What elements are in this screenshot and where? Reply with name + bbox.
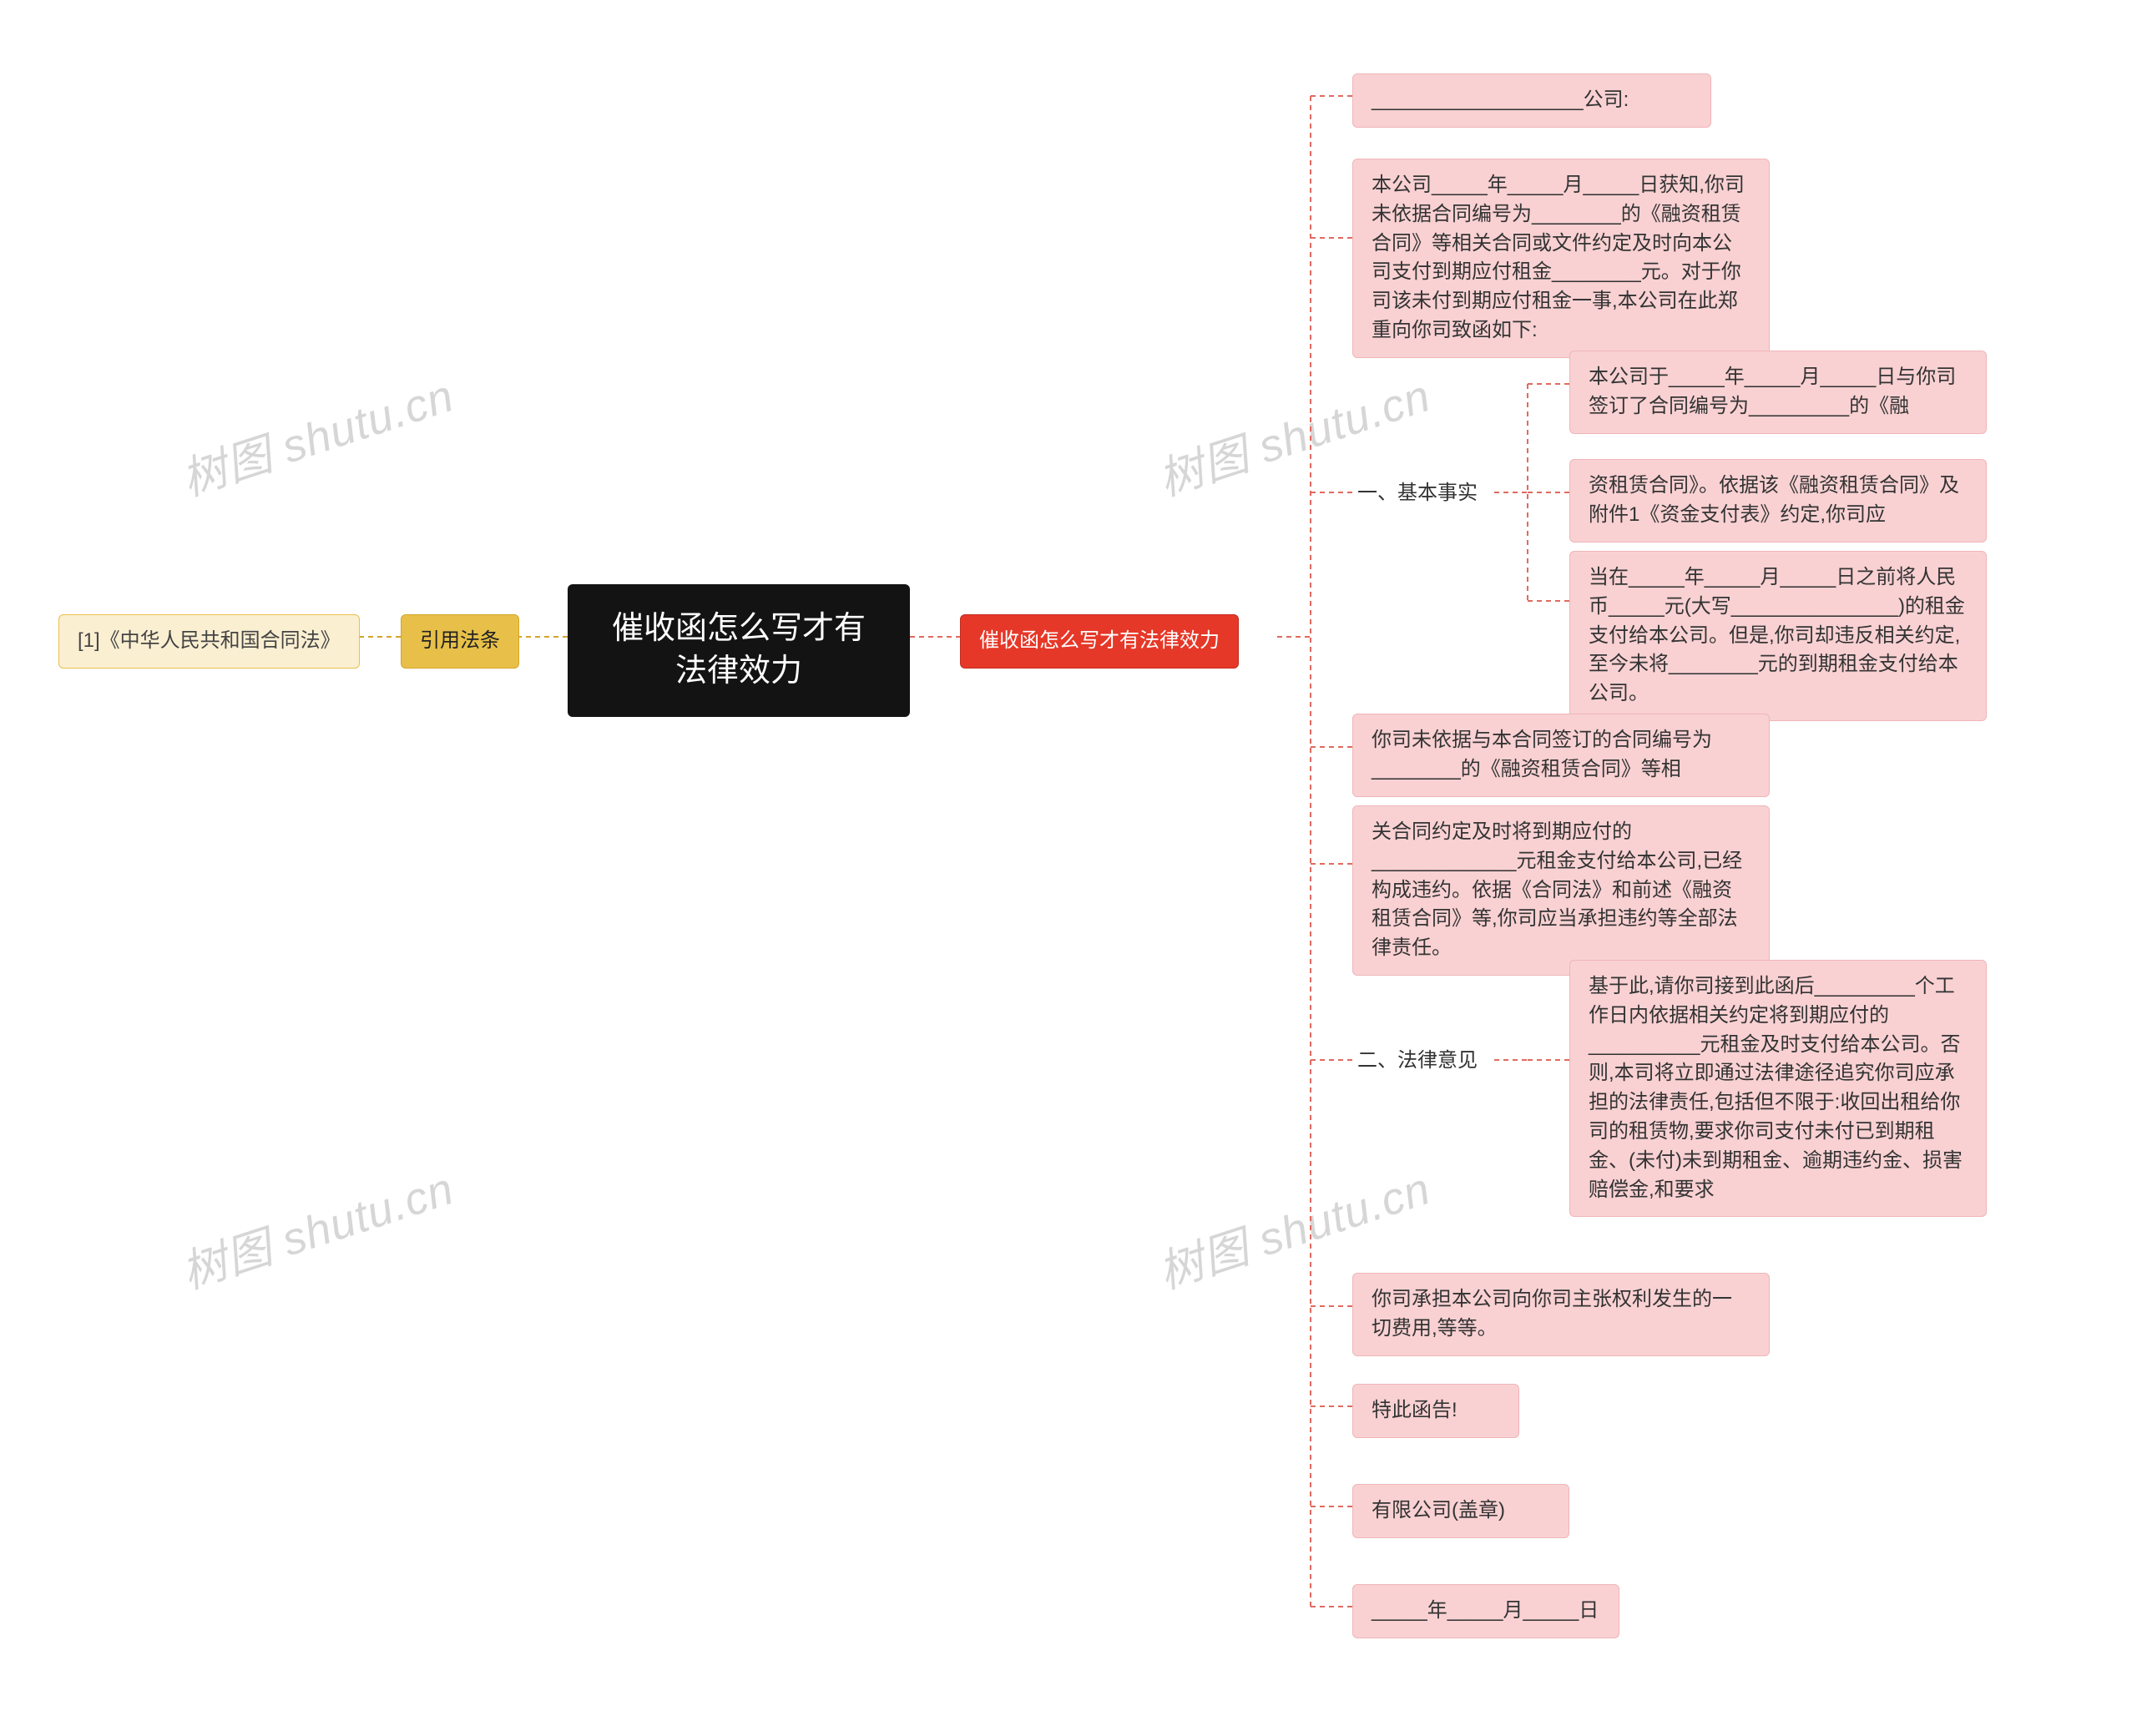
leaf-fact-3[interactable]: 当在_____年_____月_____日之前将人民币_____元(大写_____… xyxy=(1569,551,1987,721)
leaf-text: ___________________公司: xyxy=(1372,88,1629,111)
leaf-company[interactable]: ___________________公司: xyxy=(1352,73,1711,128)
leaf-fact-1[interactable]: 本公司于_____年_____月_____日与你司签订了合同编号为_______… xyxy=(1569,351,1987,434)
group-label: 二、法律意见 xyxy=(1357,1049,1478,1072)
group-basic-facts[interactable]: 一、基本事实 xyxy=(1352,476,1483,512)
connector-layer xyxy=(0,0,2137,1736)
leaf-text: 资租赁合同》。依据该《融资租赁合同》及附件1《资金支付表》约定,你司应 xyxy=(1589,474,1959,526)
watermark: 树图 shutu.cn xyxy=(172,359,461,509)
leaf-text: 本公司于_____年_____月_____日与你司签订了合同编号为_______… xyxy=(1589,366,1956,417)
leaf-claim-2[interactable]: 关合同约定及时将到期应付的_____________元租金支付给本公司,已经构成… xyxy=(1352,805,1770,976)
right-branch-node[interactable]: 催收函怎么写才有法律效力 xyxy=(960,614,1239,669)
leaf-opinion[interactable]: 基于此,请你司接到此函后_________个工作日内依据相关约定将到期应付的__… xyxy=(1569,960,1987,1217)
leaf-seal[interactable]: 有限公司(盖章) xyxy=(1352,1484,1569,1538)
watermark: 树图 shutu.cn xyxy=(172,1152,461,1302)
group-legal-opinion[interactable]: 二、法律意见 xyxy=(1352,1043,1483,1079)
leaf-text: 你司未依据与本合同签订的合同编号为________的《融资租赁合同》等相 xyxy=(1372,729,1712,780)
left-ref-text: [1]《中华人民共和国合同法》 xyxy=(78,629,341,652)
leaf-fact-2[interactable]: 资租赁合同》。依据该《融资租赁合同》及附件1《资金支付表》约定,你司应 xyxy=(1569,459,1987,542)
root-text: 催收函怎么写才有法律效力 xyxy=(612,611,866,689)
leaf-text: 基于此,请你司接到此函后_________个工作日内依据相关约定将到期应付的__… xyxy=(1589,975,1963,1201)
leaf-intro[interactable]: 本公司_____年_____月_____日获知,你司未依据合同编号为______… xyxy=(1352,159,1770,358)
left-branch-node[interactable]: 引用法条 xyxy=(401,614,519,669)
left-branch-label: 引用法条 xyxy=(420,629,500,652)
group-label: 一、基本事实 xyxy=(1357,482,1478,504)
leaf-text: 你司承担本公司向你司主张权利发生的一切费用,等等。 xyxy=(1372,1288,1732,1340)
leaf-text: 有限公司(盖章) xyxy=(1372,1499,1505,1522)
leaf-text: _____年_____月_____日 xyxy=(1372,1599,1599,1622)
leaf-hereby[interactable]: 特此函告! xyxy=(1352,1384,1519,1438)
leaf-claim-1[interactable]: 你司未依据与本合同签订的合同编号为________的《融资租赁合同》等相 xyxy=(1352,714,1770,797)
left-ref-node[interactable]: [1]《中华人民共和国合同法》 xyxy=(58,614,360,669)
leaf-date[interactable]: _____年_____月_____日 xyxy=(1352,1584,1619,1638)
leaf-cost[interactable]: 你司承担本公司向你司主张权利发生的一切费用,等等。 xyxy=(1352,1273,1770,1356)
leaf-text: 关合同约定及时将到期应付的_____________元租金支付给本公司,已经构成… xyxy=(1372,820,1742,959)
right-branch-label: 催收函怎么写才有法律效力 xyxy=(979,629,1220,652)
root-node[interactable]: 催收函怎么写才有法律效力 xyxy=(568,584,910,717)
leaf-text: 本公司_____年_____月_____日获知,你司未依据合同编号为______… xyxy=(1372,174,1745,341)
leaf-text: 特此函告! xyxy=(1372,1399,1458,1421)
leaf-text: 当在_____年_____月_____日之前将人民币_____元(大写_____… xyxy=(1589,566,1965,704)
